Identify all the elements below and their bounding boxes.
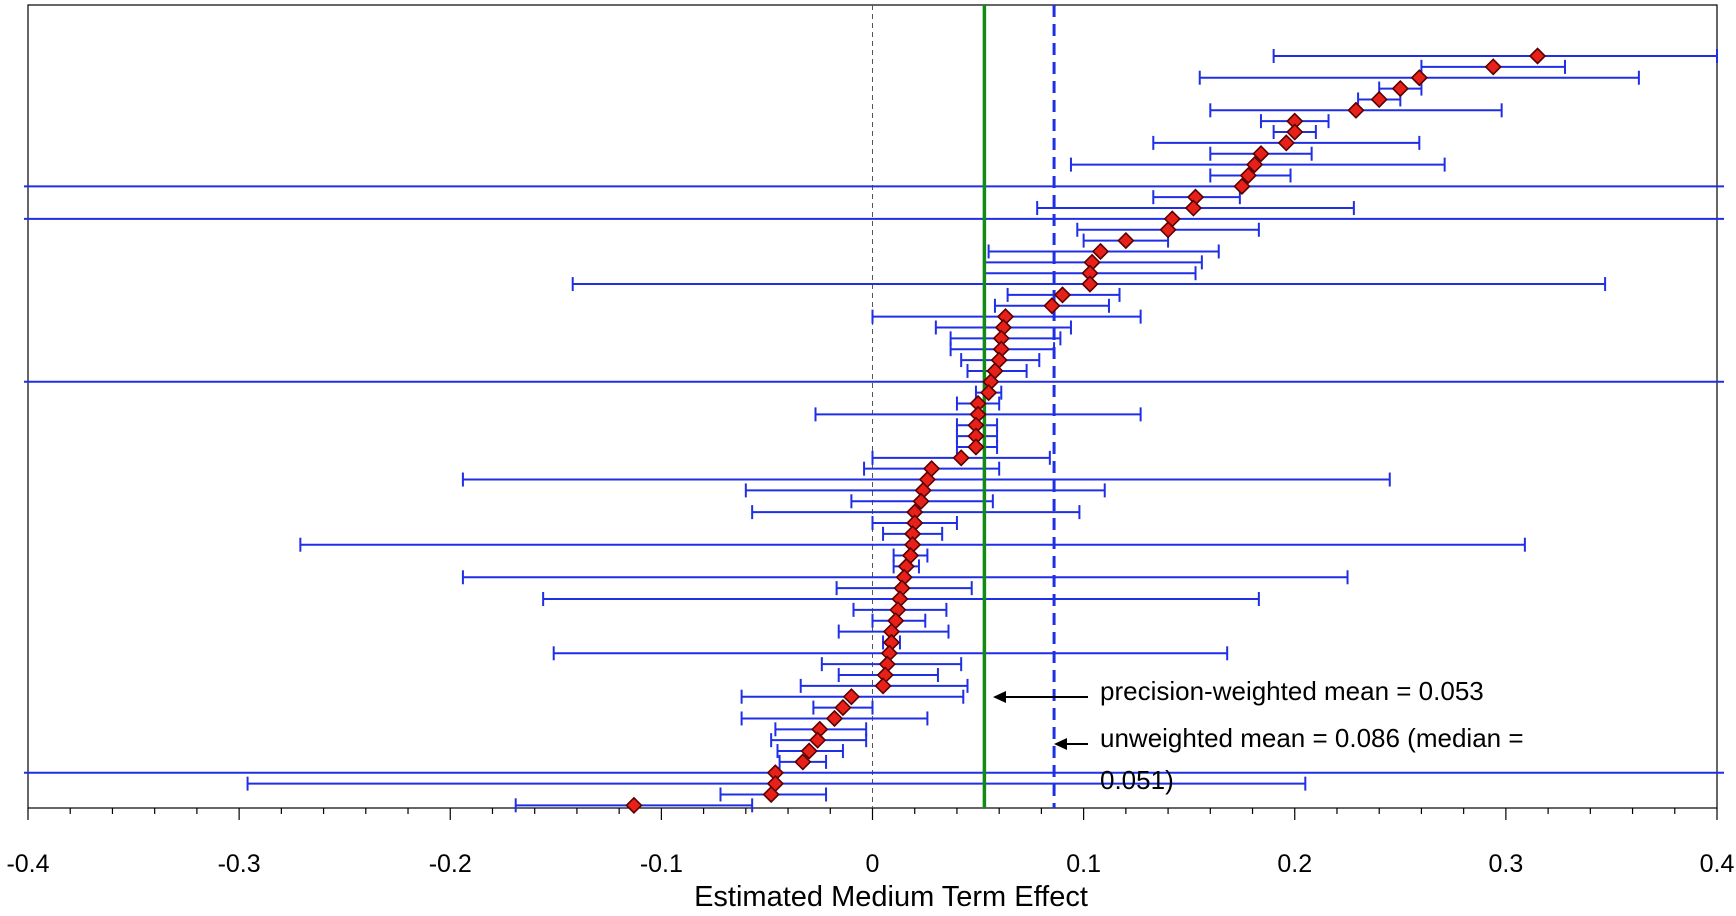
point-marker — [1081, 275, 1099, 293]
weighted-mean-annotation: precision-weighted mean = 0.053 — [1100, 676, 1484, 706]
point-marker — [979, 384, 998, 402]
point-marker — [825, 709, 844, 728]
point-marker — [1391, 79, 1409, 98]
point-marker — [1091, 242, 1110, 261]
point-marker — [842, 688, 861, 706]
point-marker — [1233, 177, 1251, 195]
x-tick-label: 0.2 — [1277, 850, 1312, 878]
point-marker — [1277, 134, 1295, 152]
point-marker — [1484, 58, 1502, 76]
point-marker — [1246, 155, 1264, 174]
x-tick-label: -0.1 — [640, 850, 683, 878]
point-marker — [1184, 199, 1203, 217]
point-marker — [794, 753, 812, 771]
x-tick-label: 0.3 — [1488, 850, 1523, 878]
point-marker — [1043, 297, 1061, 315]
point-marker — [834, 698, 852, 717]
point-marker — [1370, 90, 1388, 109]
x-tick-label: 0.1 — [1066, 850, 1101, 878]
point-marker — [762, 785, 780, 804]
point-marker — [912, 492, 930, 510]
weighted-mean-arrow-head — [993, 691, 1006, 703]
point-marker — [1252, 145, 1270, 163]
point-marker — [952, 449, 970, 467]
x-tick-label: -0.4 — [6, 850, 49, 878]
point-marker — [800, 742, 818, 760]
x-tick-label: -0.3 — [218, 850, 261, 878]
point-marker — [1239, 166, 1257, 185]
point-marker — [1347, 101, 1365, 119]
point-marker — [1117, 231, 1135, 250]
x-tick-label: 0.4 — [1700, 850, 1735, 878]
x-tick-label: -0.2 — [429, 850, 472, 878]
point-marker — [1528, 47, 1547, 65]
point-marker — [625, 796, 643, 814]
unweighted-mean-annotation-line1: unweighted mean = 0.086 (median = — [1100, 723, 1524, 753]
point-marker — [967, 438, 985, 456]
point-marker — [1159, 221, 1177, 239]
point-marker — [1410, 69, 1428, 87]
point-marker — [874, 677, 892, 695]
unweighted-mean-arrow-head — [1054, 738, 1067, 750]
unweighted-mean-annotation-line2: 0.051) — [1100, 765, 1174, 795]
x-axis-title: Estimated Medium Term Effect — [694, 881, 1088, 913]
x-tick-label: 0 — [866, 850, 880, 878]
point-marker — [1286, 123, 1304, 141]
point-marker — [808, 731, 827, 749]
point-marker — [1053, 286, 1072, 304]
plot-area: -0.4 -0.3 -0.2 -0.1 0 0.1 0.2 0.3 0.4 — [6, 4, 1735, 878]
